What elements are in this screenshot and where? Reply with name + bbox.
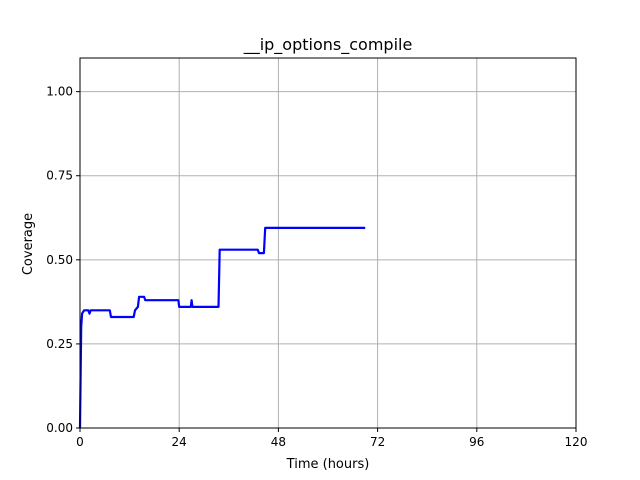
x-tick-label: 72 (370, 435, 385, 449)
series-layer (78, 226, 366, 429)
x-tick-label: 120 (565, 435, 588, 449)
y-tick-label: 0.25 (46, 337, 73, 351)
x-tick-label: 96 (469, 435, 484, 449)
x-tick-label: 0 (76, 435, 84, 449)
y-tick-label: 0.50 (46, 253, 73, 267)
x-axis-label: Time (hours) (286, 457, 370, 472)
y-axis-ticks: 0.00 0.25 0.50 0.75 1.00 (46, 85, 80, 435)
y-tick-label: 1.00 (46, 85, 73, 99)
y-tick-label: 0.75 (46, 169, 73, 183)
coverage-line (78, 226, 366, 429)
chart-title: __ip_options_compile (243, 35, 413, 55)
x-tick-label: 24 (172, 435, 187, 449)
y-tick-label: 0.00 (46, 421, 73, 435)
x-axis-ticks: 0 24 48 72 96 120 (76, 428, 587, 449)
x-tick-label: 48 (271, 435, 286, 449)
y-axis-label: Coverage (21, 213, 36, 275)
plot-frame (79, 57, 577, 429)
